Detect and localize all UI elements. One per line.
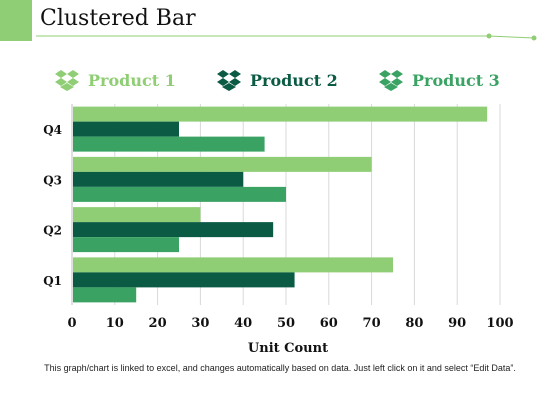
legend-label-product-3: Product 3 bbox=[412, 70, 500, 90]
x-tick-label: 20 bbox=[149, 316, 167, 331]
legend-item-product-3: Product 3 bbox=[378, 66, 500, 94]
y-tick-label: Q4 bbox=[43, 123, 62, 137]
bar-q1-product-3 bbox=[73, 287, 137, 303]
dropbox-icon bbox=[217, 70, 241, 91]
legend-item-product-2: Product 2 bbox=[216, 66, 338, 94]
bar-q2-product-3 bbox=[73, 237, 179, 253]
y-tick-label: Q3 bbox=[43, 173, 62, 187]
page-title: Clustered Bar bbox=[40, 6, 196, 31]
bar-q2-product-1 bbox=[73, 207, 201, 223]
title-accent-block bbox=[0, 0, 32, 41]
bar-q3-product-1 bbox=[73, 156, 372, 172]
chart-labels: 0 10 20 30 40 50 60 70 80 90 100 Unit Count Q1 Q2 Q3 Q4 bbox=[43, 123, 513, 356]
x-tick-label: 70 bbox=[363, 316, 381, 331]
x-tick-label: 60 bbox=[320, 316, 338, 331]
y-tick-label: Q1 bbox=[43, 274, 62, 288]
bar-q4-product-2 bbox=[73, 121, 179, 137]
bar-q3-product-2 bbox=[73, 171, 244, 187]
bar-q1-product-2 bbox=[73, 272, 295, 288]
x-tick-label: 80 bbox=[405, 316, 423, 331]
dropbox-icon bbox=[55, 70, 79, 91]
legend-item-product-1: Product 1 bbox=[54, 66, 176, 94]
x-tick-label: 50 bbox=[277, 316, 295, 331]
bar-q2-product-2 bbox=[73, 222, 274, 238]
x-axis-title: Unit Count bbox=[248, 341, 328, 356]
x-tick-label: 100 bbox=[486, 316, 513, 331]
legend-label-product-2: Product 2 bbox=[250, 70, 338, 90]
x-tick-label: 30 bbox=[191, 316, 209, 331]
bar-q4-product-3 bbox=[73, 136, 265, 152]
x-tick-label: 90 bbox=[448, 316, 466, 331]
x-tick-label: 40 bbox=[234, 316, 252, 331]
x-tick-label: 10 bbox=[106, 316, 124, 331]
clustered-bar-chart: 0 10 20 30 40 50 60 70 80 90 100 Unit Count Q1 Q2 Q3 Q4 bbox=[43, 104, 514, 356]
y-tick-label: Q2 bbox=[43, 224, 62, 238]
underline-dot-left bbox=[486, 33, 492, 39]
legend-label-product-1: Product 1 bbox=[88, 70, 176, 90]
footnote: This graph/chart is linked to excel, and… bbox=[44, 363, 516, 373]
dropbox-icon bbox=[379, 70, 403, 91]
chart-bars bbox=[73, 106, 488, 303]
bar-q1-product-1 bbox=[73, 257, 393, 273]
bar-q4-product-1 bbox=[73, 106, 488, 122]
bar-q3-product-3 bbox=[73, 186, 286, 202]
title-underline bbox=[36, 33, 537, 41]
underline-dot-right bbox=[531, 35, 537, 41]
x-tick-label: 0 bbox=[67, 316, 76, 331]
